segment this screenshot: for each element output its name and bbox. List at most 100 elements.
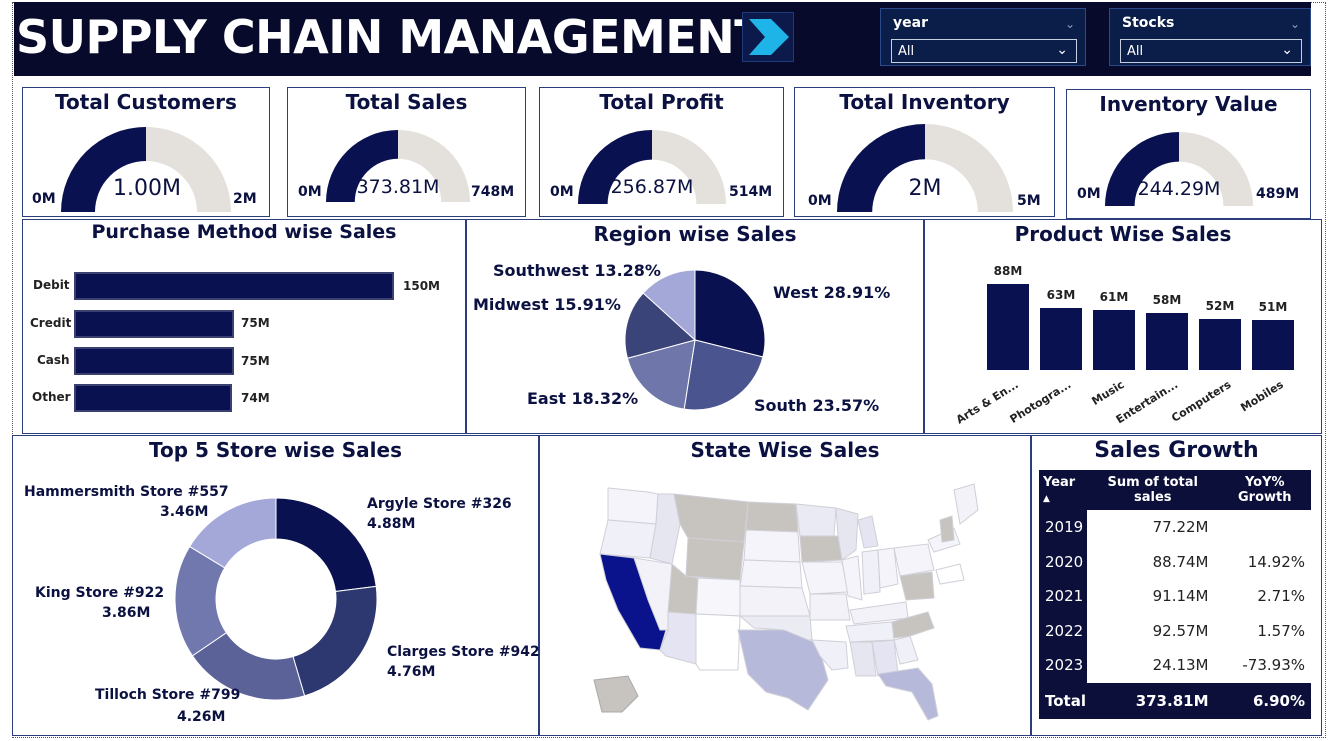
kpi-card-inventory-value[interactable]: Inventory Value 244.29M 0M 489M [1066,89,1311,219]
gauge-chart [61,127,231,212]
us-map [593,483,979,721]
bar-category-label: Debit [33,278,70,292]
gauge-track [1179,132,1253,206]
stocks-slicer[interactable]: Stocks ⌄ All ⌄ [1109,8,1311,66]
chevron-down-icon[interactable]: ⌄ [1064,17,1075,31]
map-state [799,535,843,563]
gauge-fill [1105,132,1179,206]
kpi-title: Total Customers [55,90,237,114]
kpi-card-total-profit[interactable]: Total Profit 256.87M 0M 514M [539,87,784,217]
map-state [935,563,965,585]
year-dropdown[interactable]: All ⌄ [891,39,1077,63]
gauge-max: 748M [471,184,515,200]
gauge-chart [1105,132,1253,206]
gauge-value: 373.81M [356,176,440,198]
year-slicer[interactable]: year ⌄ All ⌄ [880,8,1086,66]
product-bar-value: 58M [1152,293,1182,307]
pie-slice [694,269,766,358]
product-bar[interactable] [1040,308,1082,370]
bar-value-label: 75M [241,316,270,330]
bar-category-label: Other [32,390,71,404]
gauge-fill [61,127,146,212]
donut-slice [292,585,378,697]
gauge-chart [578,130,726,204]
gauge-value: 256.87M [610,176,694,198]
table-row[interactable]: 2020 88.74M 14.92% [1039,544,1311,579]
product-bar[interactable] [1199,319,1241,370]
table-row[interactable]: 2023 24.13M -73.93% [1039,648,1311,683]
product-bar[interactable] [1252,320,1294,370]
bar[interactable] [74,347,234,375]
gauge-min: 0M [1077,186,1101,202]
gauge-value: 244.29M [1137,178,1221,200]
store-name-label: King Store #922 [35,585,165,601]
gauge-fill [326,130,398,202]
map-state-alaska [593,675,639,713]
column-header-year[interactable]: Year ▲ [1039,470,1087,510]
kpi-card-total-customers[interactable]: Total Customers 1.00M 0M 2M [22,87,270,217]
map-state [857,515,879,549]
chevron-down-icon[interactable]: ⌄ [1289,17,1300,31]
stocks-dropdown[interactable]: All ⌄ [1120,39,1302,63]
pie-slice [624,292,697,359]
table-row[interactable]: 2022 92.57M 1.57% [1039,613,1311,648]
bar-value-label: 75M [241,354,270,368]
product-category-label: Mobiles [1238,378,1286,415]
map-state [685,537,745,581]
cell-yoy: -73.93% [1242,656,1305,675]
sales-growth-table[interactable]: Year ▲ Sum of total sales YoY% Growth 201… [1039,470,1311,719]
cell-year: 2022 [1039,613,1087,648]
table-row[interactable]: 2019 77.22M [1039,510,1311,545]
map-state [743,529,801,563]
kpi-title: Total Inventory [839,90,1010,114]
cell-sales: 88.74M [1152,552,1209,571]
column-header-sales[interactable]: Sum of total sales [1087,470,1215,510]
donut-slice [275,497,377,593]
gauge-track [146,127,231,212]
gauge-max: 5M [1017,193,1041,209]
column-header-yoy[interactable]: YoY% Growth [1214,470,1311,510]
gauge-min: 0M [808,193,832,209]
pie-chart [624,269,766,411]
pie-slice [642,269,696,342]
purchase-method-chart[interactable]: Purchase Method wise Sales Debit Credit … [22,219,466,434]
map-state [801,561,849,595]
map-state [809,593,851,621]
bar[interactable] [74,272,394,300]
product-sales-chart[interactable]: Product Wise Sales 88M Arts & En... 63M Pho… [924,219,1322,434]
cell-total-label: Total [1039,682,1087,719]
bar[interactable] [74,384,232,412]
product-bar-value: 52M [1205,299,1235,313]
kpi-title: Total Sales [345,90,468,114]
map-state [877,547,899,589]
store-name-label: Hammersmith Store #557 [24,484,229,500]
pie-label: East 18.32% [527,389,639,408]
store-value-label: 4.26M [177,709,226,725]
product-bar-value: 51M [1258,300,1288,314]
state-map-chart[interactable]: State Wise Sales [539,435,1031,736]
product-bar[interactable] [1093,310,1135,370]
table-total-row: Total 373.81M 6.90% [1039,682,1311,719]
cell-yoy: 2.71% [1257,587,1305,606]
region-pie-chart[interactable]: Region wise Sales West 28.91% South 23.5… [466,219,924,434]
kpi-card-total-inventory[interactable]: Total Inventory 2M 0M 5M [794,87,1055,217]
gauge-max: 514M [729,184,773,200]
cell-total-sales: 373.81M [1087,682,1215,719]
gauge-track [398,130,470,202]
product-bar-value: 88M [993,264,1023,278]
map-state [871,639,899,677]
top-stores-donut-chart[interactable]: Top 5 Store wise Sales Argyle Store #326… [12,435,540,736]
map-state [745,501,799,533]
map-state [673,493,749,543]
product-bar[interactable] [1146,313,1188,370]
kpi-card-total-sales[interactable]: Total Sales 373.81M 0M 748M [287,87,526,217]
table-row[interactable]: 2021 91.14M 2.71% [1039,579,1311,614]
year-dropdown-value: All [898,44,915,59]
gauge-max: 489M [1256,186,1300,202]
product-bar[interactable] [987,284,1029,370]
map-state [861,549,881,595]
bar-value-label: 150M [403,279,440,293]
bar[interactable] [74,310,234,338]
cell-sales: 92.57M [1152,621,1209,640]
chart-title: Region wise Sales [593,222,797,246]
